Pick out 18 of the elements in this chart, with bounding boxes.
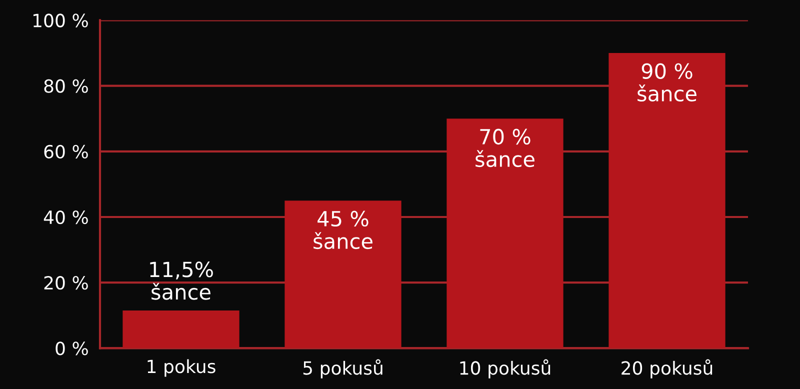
y-tick-label: 20 % (44, 276, 88, 290)
x-tick-label: 1 pokus (148, 359, 216, 377)
y-tick-label: 80 % (44, 79, 88, 93)
x-tick-label: 5 pokusů (303, 359, 382, 378)
y-tick-label: 0 % (56, 342, 88, 356)
bar (284, 200, 402, 348)
y-tick-label: 100 % (34, 14, 88, 28)
y-tick-label: 40 % (44, 210, 88, 224)
data-label: 90 % šance (638, 63, 696, 102)
bar (446, 118, 564, 348)
bar (608, 53, 726, 348)
y-tick-label: 60 % (44, 144, 88, 159)
data-label: 45 % šance (314, 210, 372, 250)
data-label: 70 % šance (476, 128, 534, 168)
bar (122, 310, 240, 348)
x-tick-label: 20 pokusů (622, 359, 712, 378)
x-tick-label: 10 pokusů (460, 359, 550, 378)
data-label: 11,5% šance (150, 262, 213, 300)
